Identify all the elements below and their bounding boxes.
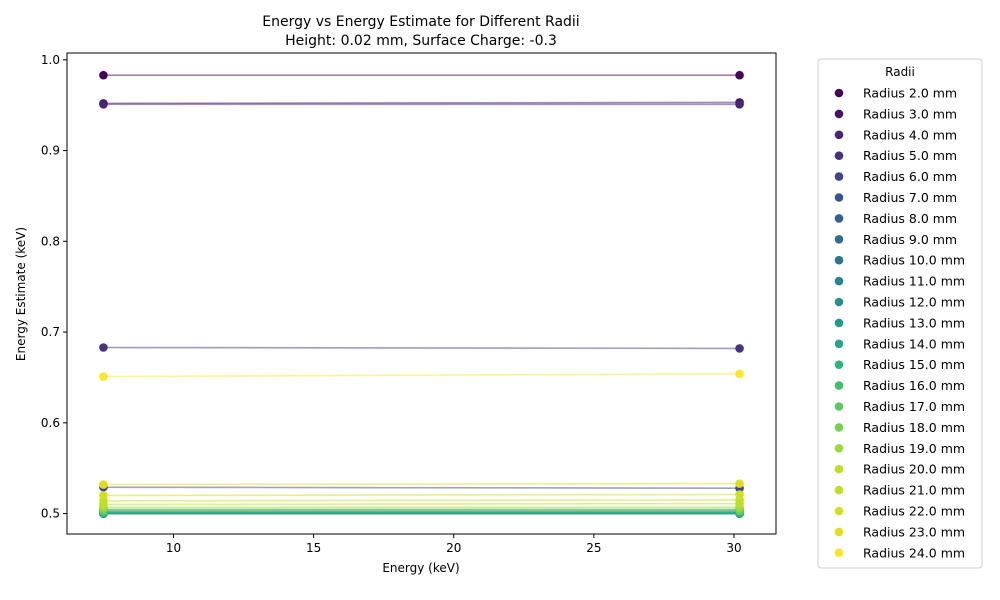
legend-marker-3: [834, 151, 844, 160]
legend-label-5: Radius 7.0 mm: [863, 190, 957, 205]
x-axis-label: Energy (keV): [382, 561, 459, 575]
legend-label-1: Radius 3.0 mm: [863, 106, 957, 121]
legend-marker-11: [834, 318, 844, 328]
y-axis-label: Energy Estimate (keV): [14, 227, 28, 361]
chart-subtitle: Height: 0.02 mm, Surface Charge: -0.3: [285, 33, 557, 49]
legend-label-18: Radius 20.0 mm: [863, 462, 965, 477]
series-line-1: [103, 101, 740, 105]
series-line-18: [103, 502, 740, 506]
x-tick-label-4: 30: [726, 541, 741, 555]
plot-frame: [66, 52, 777, 535]
legend-marker-22: [834, 548, 844, 558]
legend-label-22: Radius 24.0 mm: [863, 545, 965, 560]
legend-marker-12: [834, 339, 844, 349]
data-point-3-1: [735, 344, 744, 353]
legend-marker-21: [834, 527, 844, 537]
legend-marker-8: [834, 255, 844, 265]
legend-marker-10: [834, 297, 844, 307]
legend: Radii Radius 2.0 mm Radius 3.0 mm Radius 4…: [817, 58, 983, 569]
legend-title: Radii: [885, 65, 915, 79]
legend-marker-0: [834, 88, 844, 98]
x-tick-label-3: 25: [586, 541, 601, 555]
legend-frame: [817, 58, 983, 569]
legend-label-11: Radius 13.0 mm: [863, 315, 965, 330]
legend-label-8: Radius 10.0 mm: [863, 253, 965, 268]
legend-label-16: Radius 18.0 mm: [863, 420, 965, 435]
legend-marker-9: [834, 276, 844, 286]
series-line-20: [103, 493, 740, 497]
legend-label-4: Radius 6.0 mm: [863, 169, 957, 184]
x-tick-label-2: 20: [446, 541, 461, 555]
data-point-22-0: [99, 372, 108, 381]
legend-marker-20: [834, 506, 844, 516]
legend-label-10: Radius 12.0 mm: [863, 295, 965, 310]
legend-marker-18: [834, 464, 844, 474]
legend-label-19: Radius 21.0 mm: [863, 483, 965, 498]
legend-marker-19: [834, 485, 844, 495]
data-point-21-0: [99, 480, 108, 489]
y-tick-label-4: 0.9: [41, 144, 60, 158]
series-line-22: [103, 373, 740, 378]
y-tick-label-1: 0.6: [41, 416, 60, 430]
y-tick-label-5: 1.0: [41, 53, 60, 67]
legend-marker-15: [834, 402, 844, 411]
y-tick-label-3: 0.8: [41, 234, 60, 248]
legend-label-0: Radius 2.0 mm: [863, 86, 957, 101]
legend-label-2: Radius 4.0 mm: [863, 127, 957, 142]
data-point-2-1: [735, 99, 744, 109]
legend-marker-1: [834, 109, 844, 119]
data-point-0-1: [735, 70, 744, 80]
data-point-3-0: [99, 343, 108, 352]
series-line-21: [103, 482, 740, 486]
legend-marker-5: [834, 193, 844, 202]
legend-label-15: Radius 17.0 mm: [863, 399, 965, 414]
legend-marker-16: [834, 423, 844, 432]
y-tick-label-2: 0.7: [41, 325, 60, 339]
data-point-2-0: [99, 99, 108, 109]
data-point-20-1: [735, 490, 744, 499]
legend-label-6: Radius 8.0 mm: [863, 211, 957, 226]
data-point-0-0: [99, 70, 108, 80]
series-line-19: [103, 499, 740, 502]
data-point-21-1: [735, 479, 744, 488]
legend-marker-7: [834, 235, 844, 244]
legend-marker-13: [834, 360, 844, 370]
legend-marker-2: [834, 130, 844, 140]
plot-area: 10 15 20 25 30 0.5 0.6 0.7 0.8 0.9 1.0: [41, 52, 777, 555]
legend-label-21: Radius 23.0 mm: [863, 524, 965, 539]
legend-label-13: Radius 15.0 mm: [863, 357, 965, 372]
chart-title: Energy vs Energy Estimate for Different …: [262, 14, 579, 30]
series-line-4: [103, 486, 740, 489]
legend-marker-4: [834, 172, 844, 181]
series-line-3: [103, 346, 740, 350]
legend-marker-17: [834, 444, 844, 453]
legend-label-17: Radius 19.0 mm: [863, 441, 965, 456]
x-tick-label-1: 15: [306, 541, 321, 555]
legend-label-20: Radius 22.0 mm: [863, 504, 965, 519]
x-tick-label-0: 10: [166, 541, 181, 555]
y-tick-label-0: 0.5: [41, 507, 60, 521]
legend-marker-6: [834, 214, 844, 223]
legend-label-12: Radius 14.0 mm: [863, 336, 965, 351]
legend-label-9: Radius 11.0 mm: [863, 274, 965, 289]
legend-label-3: Radius 5.0 mm: [863, 148, 957, 163]
legend-items: Radius 2.0 mm Radius 3.0 mm Radius 4.0 mm R…: [834, 86, 965, 560]
legend-marker-14: [834, 381, 844, 390]
legend-label-7: Radius 9.0 mm: [863, 232, 957, 247]
data-point-20-0: [99, 491, 108, 500]
data-point-22-1: [735, 369, 744, 379]
legend-label-14: Radius 16.0 mm: [863, 378, 965, 393]
